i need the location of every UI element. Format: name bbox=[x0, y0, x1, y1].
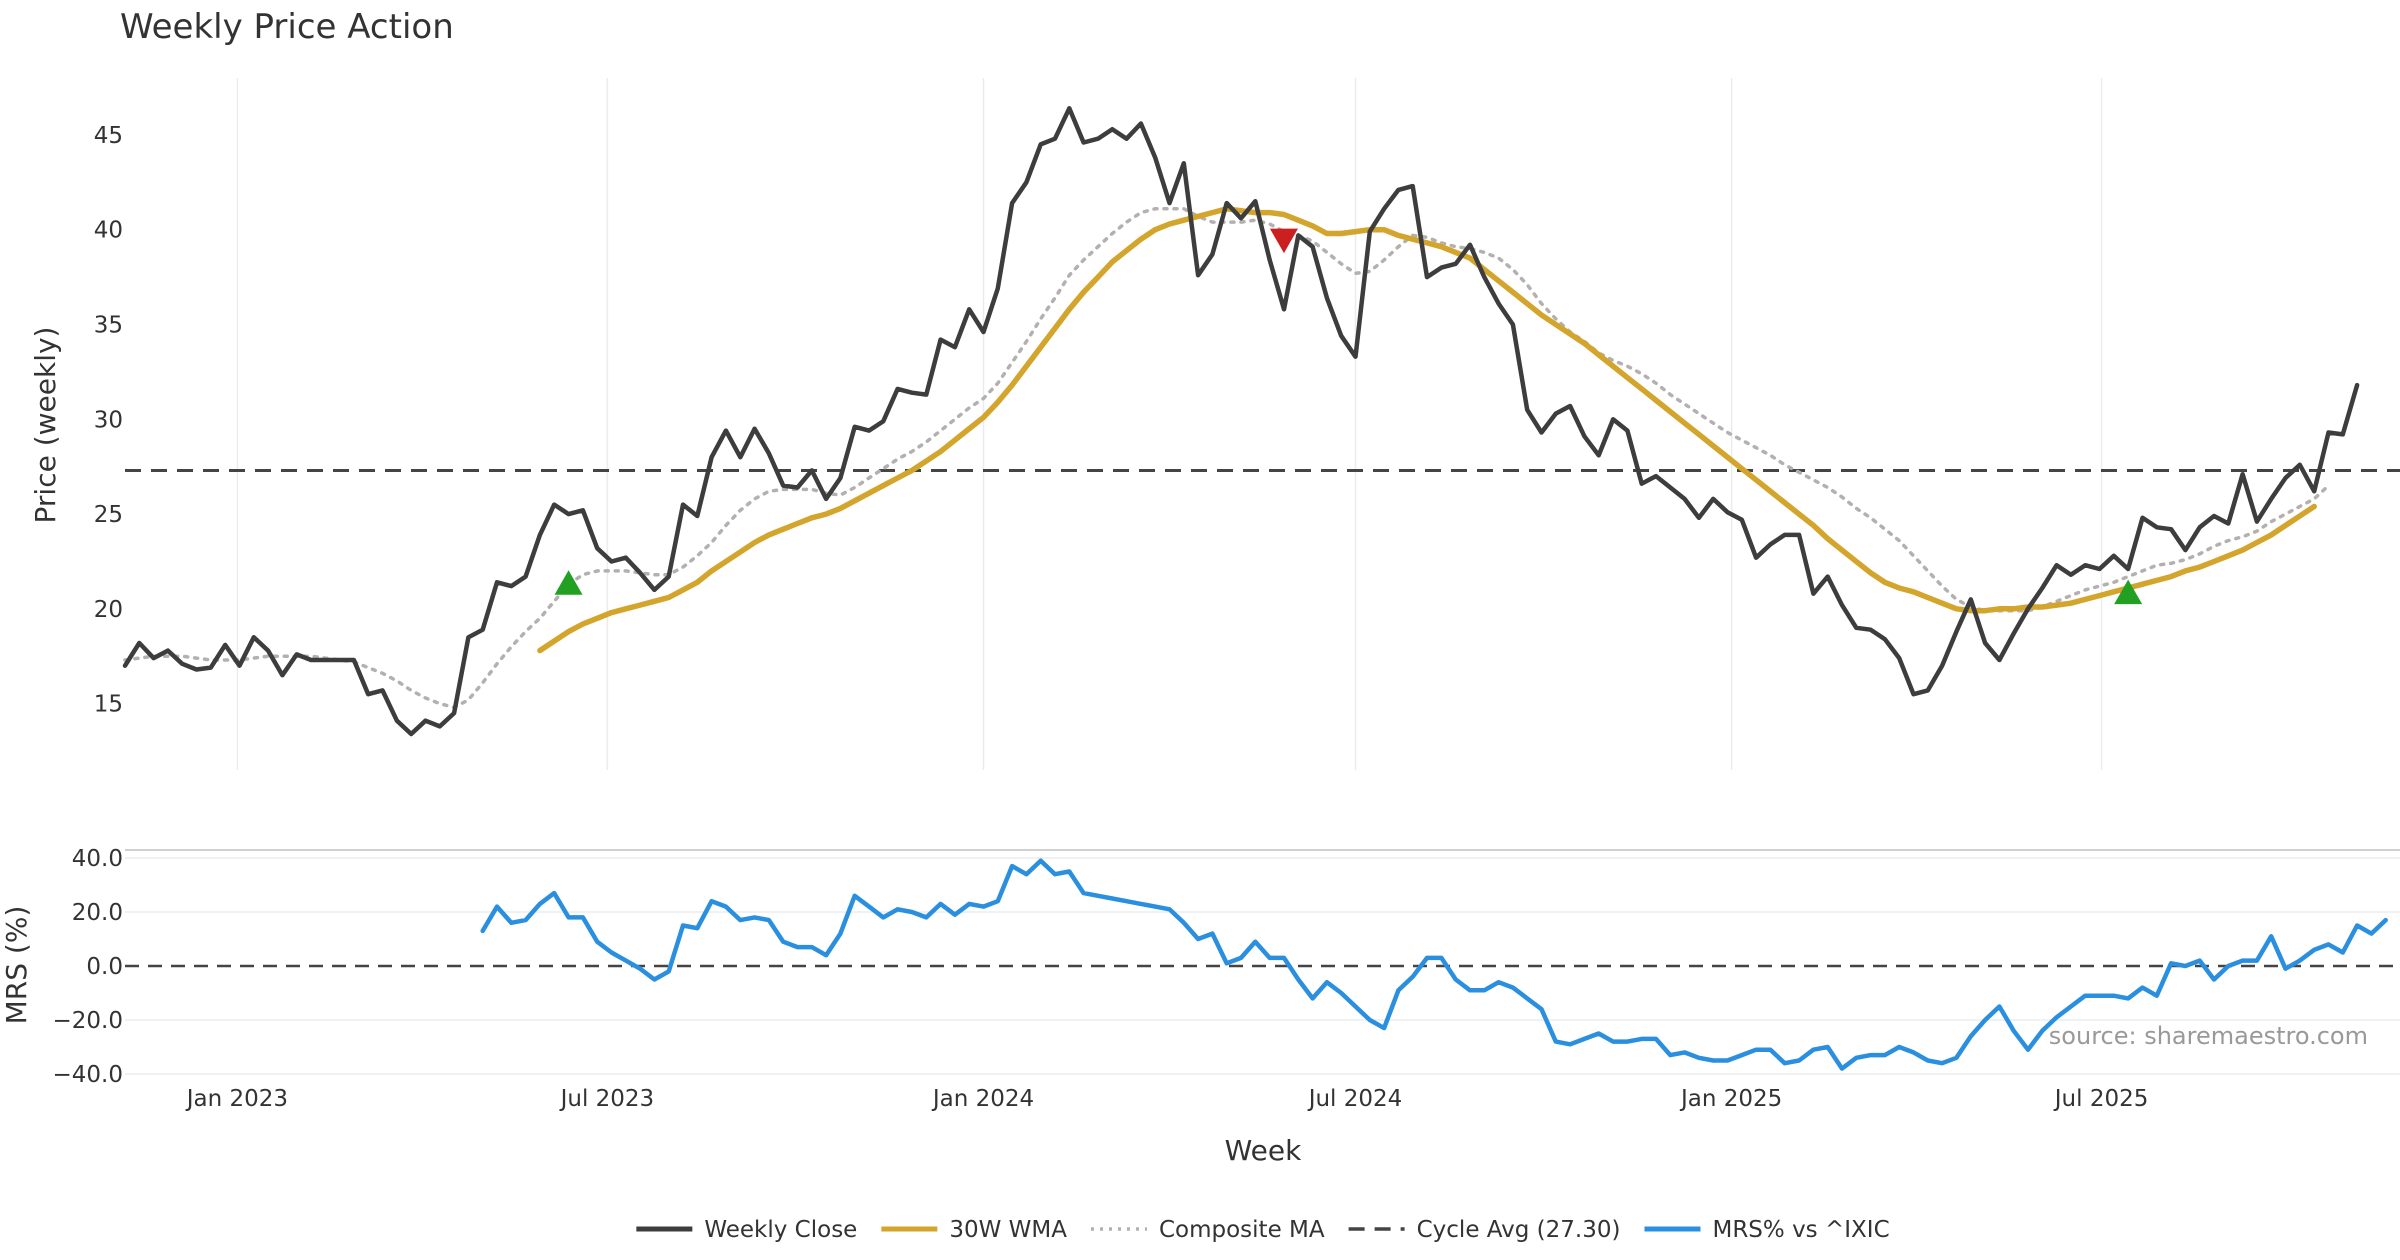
mrs-y-tick-2: 0.0 bbox=[86, 954, 123, 980]
sell-marker-1 bbox=[1269, 228, 1298, 254]
legend-label-2: Composite MA bbox=[1159, 1217, 1325, 1243]
legend-label-0: Weekly Close bbox=[704, 1217, 857, 1243]
legend-item-3: Cycle Avg (27.30) bbox=[1348, 1217, 1621, 1243]
chart-title: Weekly Price Action bbox=[120, 7, 454, 47]
x-tick-0: Jan 2023 bbox=[185, 1086, 288, 1112]
mrs-y-tick-1: 20.0 bbox=[72, 900, 123, 926]
source-annotation: source: sharemaestro.com bbox=[2049, 1022, 2368, 1050]
price-y-tick-20: 20 bbox=[94, 597, 123, 623]
legend-label-3: Cycle Avg (27.30) bbox=[1417, 1217, 1621, 1243]
mrs-y-axis-title: MRS (%) bbox=[0, 906, 33, 1025]
legend: Weekly Close 30W WMA Composite MA Cycle Avg… bbox=[636, 1217, 1890, 1243]
composite-ma-line bbox=[123, 207, 2331, 710]
x-tick-2: Jan 2024 bbox=[931, 1086, 1034, 1112]
price-y-tick-40: 40 bbox=[94, 218, 123, 244]
price-y-tick-15: 15 bbox=[94, 692, 123, 718]
legend-label-4: MRS% vs ^IXIC bbox=[1712, 1217, 1889, 1243]
mrs-y-tick-3: −20.0 bbox=[53, 1008, 123, 1034]
x-tick-3: Jul 2024 bbox=[1307, 1086, 1403, 1112]
wma-30w-line bbox=[537, 206, 2317, 654]
legend-item-4: MRS% vs ^IXIC bbox=[1644, 1217, 1890, 1243]
price-y-tick-35: 35 bbox=[94, 312, 123, 338]
price-y-axis-title: Price (weekly) bbox=[29, 327, 62, 524]
mrs-y-tick-0: 40.0 bbox=[72, 846, 123, 872]
buy-marker-0 bbox=[554, 570, 583, 595]
price-panel: 15 20 25 30 35 40 45 bbox=[94, 78, 2400, 770]
legend-item-0: Weekly Close bbox=[636, 1217, 857, 1243]
price-y-tick-25: 25 bbox=[94, 502, 123, 528]
legend-label-1: 30W WMA bbox=[949, 1217, 1067, 1243]
x-tick-1: Jul 2023 bbox=[559, 1086, 655, 1112]
mrs-line bbox=[480, 858, 2388, 1071]
buy-marker-2 bbox=[2114, 579, 2143, 605]
mrs-y-tick-4: −40.0 bbox=[53, 1062, 123, 1088]
price-y-tick-30: 30 bbox=[94, 407, 123, 433]
price-y-tick-45: 45 bbox=[94, 123, 123, 149]
legend-item-2: Composite MA bbox=[1090, 1217, 1325, 1243]
legend-item-1: 30W WMA bbox=[881, 1217, 1067, 1243]
x-tick-4: Jan 2025 bbox=[1679, 1086, 1782, 1112]
x-tick-5: Jul 2025 bbox=[2053, 1086, 2149, 1112]
weekly-close-line bbox=[122, 106, 2360, 737]
x-axis-title: Week bbox=[1225, 1134, 1302, 1167]
mrs-panel: 40.0 20.0 0.0 −20.0 −40.0 Jan 2023 Jul 2023 Jan… bbox=[53, 846, 2400, 1112]
